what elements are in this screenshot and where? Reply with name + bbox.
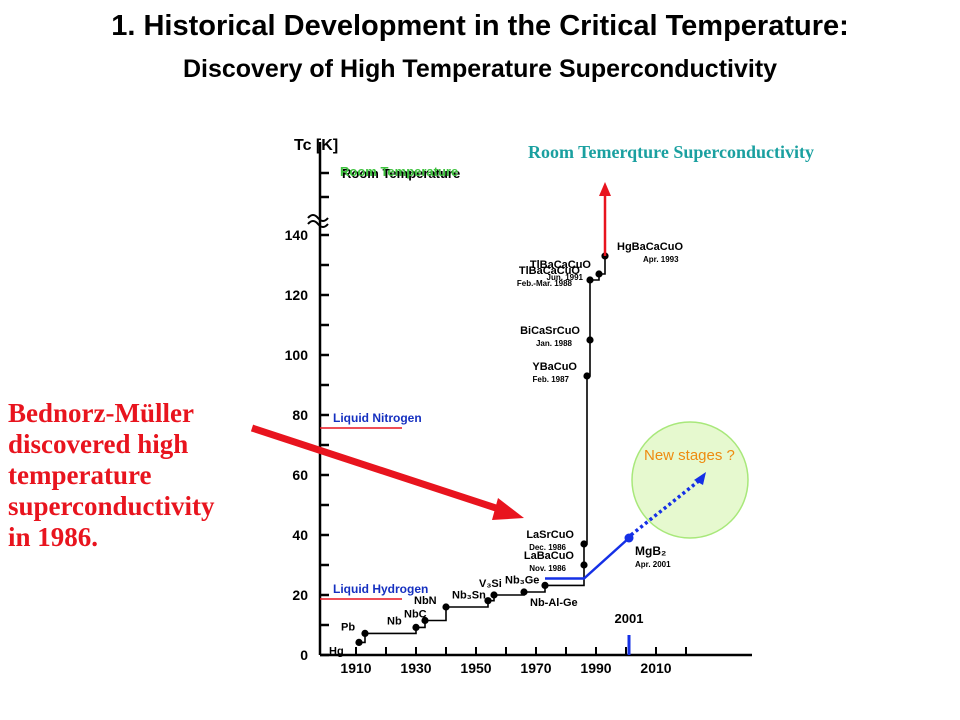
y-tick-label: 40 [292,527,308,543]
mgb2-point [624,533,634,543]
room-temperature-label: Room Temperature [340,164,458,179]
new-stages-bubble [631,421,749,539]
data-point [580,540,588,548]
point-label: Pb [341,621,355,633]
point-label: Nb₃Ge [505,574,539,586]
data-point [412,623,420,632]
point-label: Hg [329,645,344,657]
data-point [520,588,528,596]
y-tick-label: 0 [300,647,308,663]
data-point [355,638,363,647]
x-tick-label: 1970 [520,660,551,676]
point-label: LaBaCuO [524,550,575,562]
point-label: BiCaSrCuO [520,325,580,337]
annotation-line: in 1986. [8,522,99,552]
point-label: Nb-Al-Ge [530,597,578,609]
annotation-line: Bednorz-Müller [8,398,194,428]
data-point [490,591,498,599]
bednorz-muller-annotation: Bednorz-Müller discovered high temperatu… [8,398,268,553]
data-point [442,603,450,611]
point-date-label: Apr. 1993 [643,255,679,264]
point-label: NbC [404,609,427,621]
point-label: LaSrCuO [526,529,574,541]
annotation-line: superconductivity [8,491,215,521]
x-tick-label: 1950 [460,660,491,676]
point-label: YBaCuO [532,361,577,373]
point-date-label: Feb.-Mar. 1988 [517,279,573,288]
future-arrow-head [694,472,706,485]
future-arrow-shaft [629,478,702,537]
discovery-arrow-shaft [250,424,510,516]
point-label: V₃Si [479,578,502,590]
point-date-label: Dec. 1986 [529,543,566,552]
data-point [583,372,591,380]
data-point [586,276,594,284]
x-tick-label: 1990 [580,660,611,676]
reference-line-label: Liquid Nitrogen [333,411,422,425]
x-tick-label: 1910 [340,660,371,676]
y-tick-label: 100 [285,347,309,363]
point-date-label: Feb. 1987 [533,375,570,384]
room-temperature-arrow-head [599,182,611,196]
data-point [361,629,369,638]
point-label: Nb₃Sn [452,590,486,602]
y-tick-label: 80 [292,407,308,423]
axis-break-mark [307,220,329,228]
year-2001-label: 2001 [615,611,644,626]
point-label: NbN [414,595,437,607]
y-tick-label: 140 [285,227,309,243]
room-temperature-label-shadow: Room Temperature [342,166,460,181]
mgb2-line [545,537,630,580]
data-point [484,597,492,605]
y-tick-label: 60 [292,467,308,483]
point-label: HgBaCaCuO [617,241,683,253]
mgb2-date-label: Apr. 2001 [635,560,671,569]
title-line-1: 1. Historical Development in the Critica… [111,10,849,42]
point-label: TlBaCaCuO [519,265,581,277]
x-tick-label: 2010 [640,660,671,676]
x-tick-label: 1930 [400,660,431,676]
data-point [595,270,603,278]
y-tick-label: 120 [285,287,309,303]
data-point [421,616,429,625]
point-label: TlBaCaCuO [530,259,592,271]
point-date-label: Jan. 1988 [536,339,573,348]
mgb2-label: MgB₂ [635,544,666,558]
discovery-arrow-head [492,498,524,520]
data-point [580,561,588,569]
new-stages-label: New stages ? [644,447,735,464]
point-date-label: Jun. 1991 [547,273,584,282]
annotation-line: discovered high [8,429,189,459]
room-temperature-superconductivity-label: Room Temerqture Superconductivity [528,142,815,162]
y-axis-title: Tc [K] [294,137,338,154]
annotation-line: temperature [8,460,152,490]
point-date-label: Nov. 1986 [529,564,566,573]
data-point [541,581,549,590]
title-line-2: Discovery of High Temperature Supercondu… [182,55,778,83]
axis-break-mark [307,214,329,222]
y-tick-label: 20 [292,587,308,603]
point-label: Nb [387,615,402,627]
data-point [586,336,594,344]
reference-line-label: Liquid Hydrogen [333,582,428,596]
